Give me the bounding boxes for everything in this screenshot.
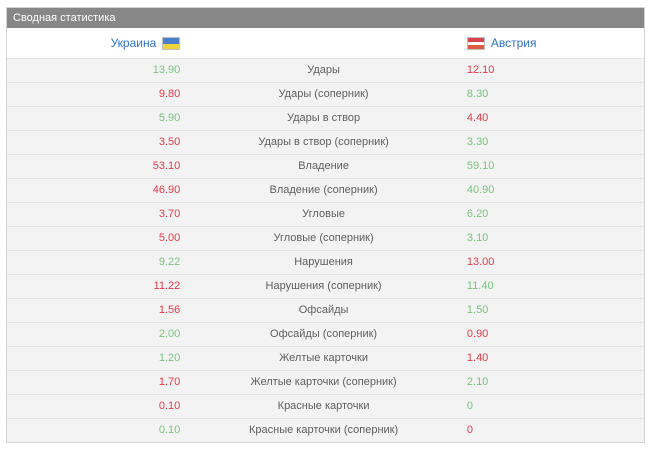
away-value: 4.40 [466, 112, 489, 124]
away-value: 6.20 [466, 208, 489, 220]
stat-row: 53.10 Владение 59.10 [7, 154, 644, 178]
stat-label: Офсайды [298, 304, 349, 316]
away-value: 59.10 [466, 160, 495, 172]
stat-label: Нарушения (соперник) [265, 280, 382, 292]
home-value: 1.20 [158, 352, 181, 364]
home-value: 46.90 [152, 184, 181, 196]
home-team-header: Украина [7, 36, 181, 50]
widget-title-bar: Сводная статистика [7, 8, 644, 28]
home-value: 1.70 [158, 376, 181, 388]
away-team-link[interactable]: Австрия [490, 36, 537, 50]
home-value: 13.90 [152, 64, 181, 76]
stat-row: 9.80 Удары (соперник) 8.30 [7, 82, 644, 106]
ukraine-flag-icon [162, 36, 181, 50]
widget-title: Сводная статистика [13, 12, 116, 24]
stat-label: Красные карточки (соперник) [248, 424, 399, 436]
stat-label: Желтые карточки (соперник) [250, 376, 397, 388]
stat-label: Удары в створ [287, 112, 361, 124]
stat-label: Красные карточки [277, 400, 370, 412]
stat-label: Удары в створ (соперник) [258, 136, 389, 148]
stat-label: Владение (соперник) [269, 184, 378, 196]
home-value: 5.90 [158, 112, 181, 124]
stat-label: Угловые (соперник) [273, 232, 374, 244]
stat-row: 3.70 Угловые 6.20 [7, 202, 644, 226]
stat-row: 5.00 Угловые (соперник) 3.10 [7, 226, 644, 250]
stat-row: 2.00 Офсайды (соперник) 0.90 [7, 322, 644, 346]
stat-label: Удары [307, 64, 340, 76]
away-value: 13.00 [466, 256, 495, 268]
stat-label: Желтые карточки [279, 352, 368, 364]
home-value: 9.80 [158, 88, 181, 100]
away-value: 0 [466, 424, 474, 436]
stat-label: Офсайды (соперник) [270, 328, 378, 340]
home-value: 9.22 [158, 256, 181, 268]
stat-row: 46.90 Владение (соперник) 40.90 [7, 178, 644, 202]
away-value: 0 [466, 400, 474, 412]
austria-flag-icon [466, 36, 485, 50]
home-value: 5.00 [158, 232, 181, 244]
stat-row: 1.56 Офсайды 1.50 [7, 298, 644, 322]
stat-row: 3.50 Удары в створ (соперник) 3.30 [7, 130, 644, 154]
home-value: 53.10 [152, 160, 181, 172]
home-value: 3.50 [158, 136, 181, 148]
home-value: 3.70 [158, 208, 181, 220]
summary-stats-widget: Сводная статистика Украина Австрия 13.90… [6, 7, 645, 443]
home-value: 11.22 [153, 280, 181, 292]
away-value: 3.10 [466, 232, 489, 244]
stat-label: Удары (соперник) [278, 88, 369, 100]
stat-row: 9.22 Нарушения 13.00 [7, 250, 644, 274]
stat-label: Нарушения [294, 256, 353, 268]
teams-header-row: Украина Австрия [7, 28, 644, 58]
stat-label: Владение [298, 160, 349, 172]
away-team-header: Австрия [466, 36, 644, 50]
away-value: 1.40 [466, 352, 489, 364]
away-value: 3.30 [466, 136, 489, 148]
away-value: 40.90 [466, 184, 495, 196]
stat-row: 5.90 Удары в створ 4.40 [7, 106, 644, 130]
away-value: 12.10 [466, 64, 495, 76]
stats-table: 13.90 Удары 12.10 9.80 Удары (соперник) 8.30 5… [7, 58, 644, 442]
stat-row: 1.20 Желтые карточки 1.40 [7, 346, 644, 370]
home-value: 0.10 [158, 400, 181, 412]
away-value: 2.10 [466, 376, 489, 388]
stat-row: 0.10 Красные карточки 0 [7, 394, 644, 418]
home-value: 2.00 [158, 328, 181, 340]
stat-row: 1.70 Желтые карточки (соперник) 2.10 [7, 370, 644, 394]
away-value: 0.90 [466, 328, 489, 340]
away-value: 1.50 [466, 304, 489, 316]
home-team-link[interactable]: Украина [110, 36, 157, 50]
away-value: 11.40 [466, 280, 494, 292]
stat-row: 0.10 Красные карточки (соперник) 0 [7, 418, 644, 442]
home-value: 1.56 [158, 304, 181, 316]
stat-label: Угловые [302, 208, 345, 220]
home-value: 0.10 [158, 424, 181, 436]
stat-row: 13.90 Удары 12.10 [7, 58, 644, 82]
stat-row: 11.22 Нарушения (соперник) 11.40 [7, 274, 644, 298]
away-value: 8.30 [466, 88, 489, 100]
